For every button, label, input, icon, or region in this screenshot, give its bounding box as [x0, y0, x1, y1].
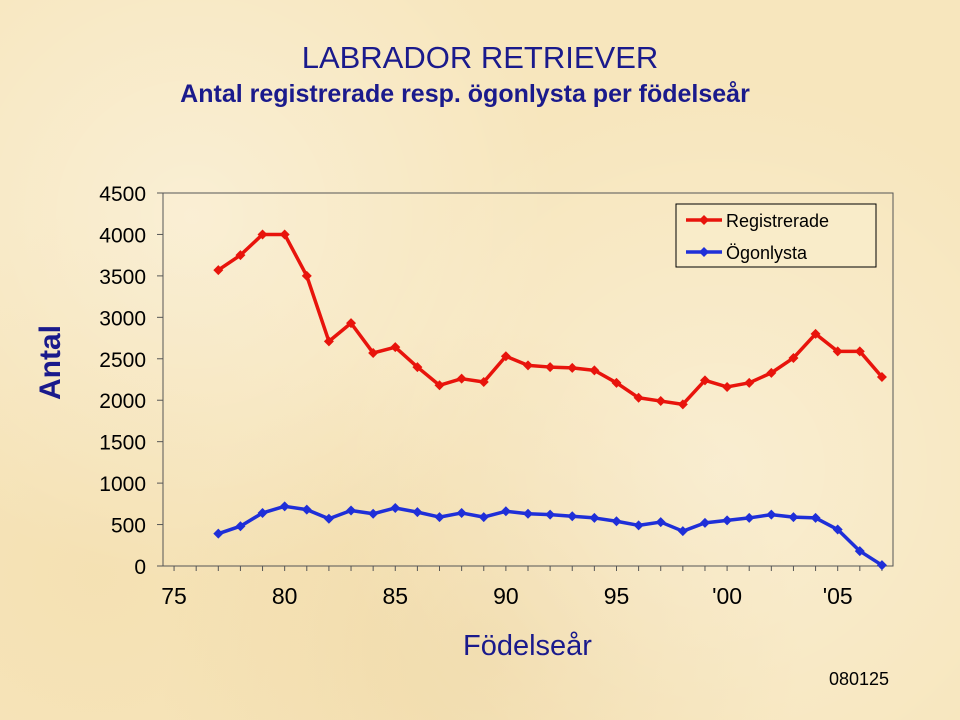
data-point [832, 524, 843, 535]
y-tick-label: 3000 [99, 307, 146, 330]
y-tick-label: 500 [111, 515, 146, 538]
y-tick-label: 4500 [99, 183, 146, 206]
data-point [633, 520, 644, 531]
y-tick-label: 3500 [99, 266, 146, 289]
data-point [832, 346, 843, 357]
data-point [456, 373, 467, 384]
data-point [854, 346, 865, 357]
data-point [279, 501, 290, 512]
x-tick-label: '00 [712, 583, 742, 609]
data-point [456, 507, 467, 518]
x-tick-label: 95 [604, 583, 630, 609]
chart-title: LABRADOR RETRIEVER [301, 40, 659, 75]
data-point [655, 396, 666, 407]
data-point [699, 517, 710, 528]
legend-entry: Registrerade [726, 211, 829, 231]
data-point [677, 526, 688, 537]
data-point [412, 507, 423, 518]
data-point [744, 377, 755, 388]
data-point [235, 521, 246, 532]
data-point [876, 372, 887, 383]
data-point [611, 516, 622, 527]
data-point [323, 336, 334, 347]
data-point [434, 380, 445, 391]
data-point [301, 270, 312, 281]
legend-swatch-marker [699, 247, 709, 257]
data-point [810, 512, 821, 523]
y-tick-label: 2000 [99, 390, 146, 413]
y-tick-label: 2500 [99, 349, 146, 372]
x-tick-label: 90 [493, 583, 519, 609]
data-point [368, 508, 379, 519]
data-point [213, 265, 224, 276]
legend-box [675, 203, 877, 268]
data-point [346, 318, 357, 329]
data-point [722, 515, 733, 526]
data-point [390, 342, 401, 353]
data-point [257, 507, 268, 518]
data-point [279, 229, 290, 240]
data-point [567, 511, 578, 522]
y-tick-label: 1000 [99, 473, 146, 496]
data-point [301, 504, 312, 515]
data-point [589, 365, 600, 376]
data-point [766, 509, 777, 520]
data-point [257, 229, 268, 240]
data-point [788, 512, 799, 523]
data-point [434, 512, 445, 523]
data-point [235, 250, 246, 261]
data-point [810, 328, 821, 339]
data-point [500, 506, 511, 517]
data-point [788, 352, 799, 363]
chart-subtitle: Antal registrerade resp. ögonlysta per f… [180, 80, 750, 108]
data-point [722, 381, 733, 392]
data-point [766, 367, 777, 378]
data-point [699, 375, 710, 386]
data-point [368, 347, 379, 358]
data-point [589, 512, 600, 523]
data-point [478, 512, 489, 523]
x-tick-label: 85 [382, 583, 408, 609]
legend-entry: Ögonlysta [726, 243, 808, 263]
data-point [611, 377, 622, 388]
data-point [213, 528, 224, 539]
y-tick-label: 0 [134, 556, 146, 579]
data-point [323, 513, 334, 524]
data-point [478, 376, 489, 387]
y-tick-label: 1500 [99, 432, 146, 455]
x-tick-label: 80 [272, 583, 298, 609]
data-point [876, 560, 887, 571]
data-point [655, 517, 666, 528]
data-point [346, 505, 357, 516]
data-point [523, 508, 533, 519]
date-stamp: 080125 [829, 669, 890, 689]
data-point [523, 360, 533, 371]
data-point [677, 399, 688, 410]
data-point [500, 351, 511, 362]
legend-swatch-marker [699, 215, 709, 225]
data-point [567, 362, 578, 373]
y-tick-label: 4000 [99, 224, 146, 247]
data-point [412, 362, 423, 373]
data-point [545, 509, 556, 520]
data-point [545, 362, 556, 373]
data-point [854, 546, 865, 557]
x-axis-label: Födelseår [463, 630, 592, 662]
data-point [390, 502, 401, 513]
data-point [633, 392, 644, 403]
x-tick-label: 75 [161, 583, 187, 609]
data-point [744, 512, 755, 523]
x-tick-label: '05 [823, 583, 853, 609]
